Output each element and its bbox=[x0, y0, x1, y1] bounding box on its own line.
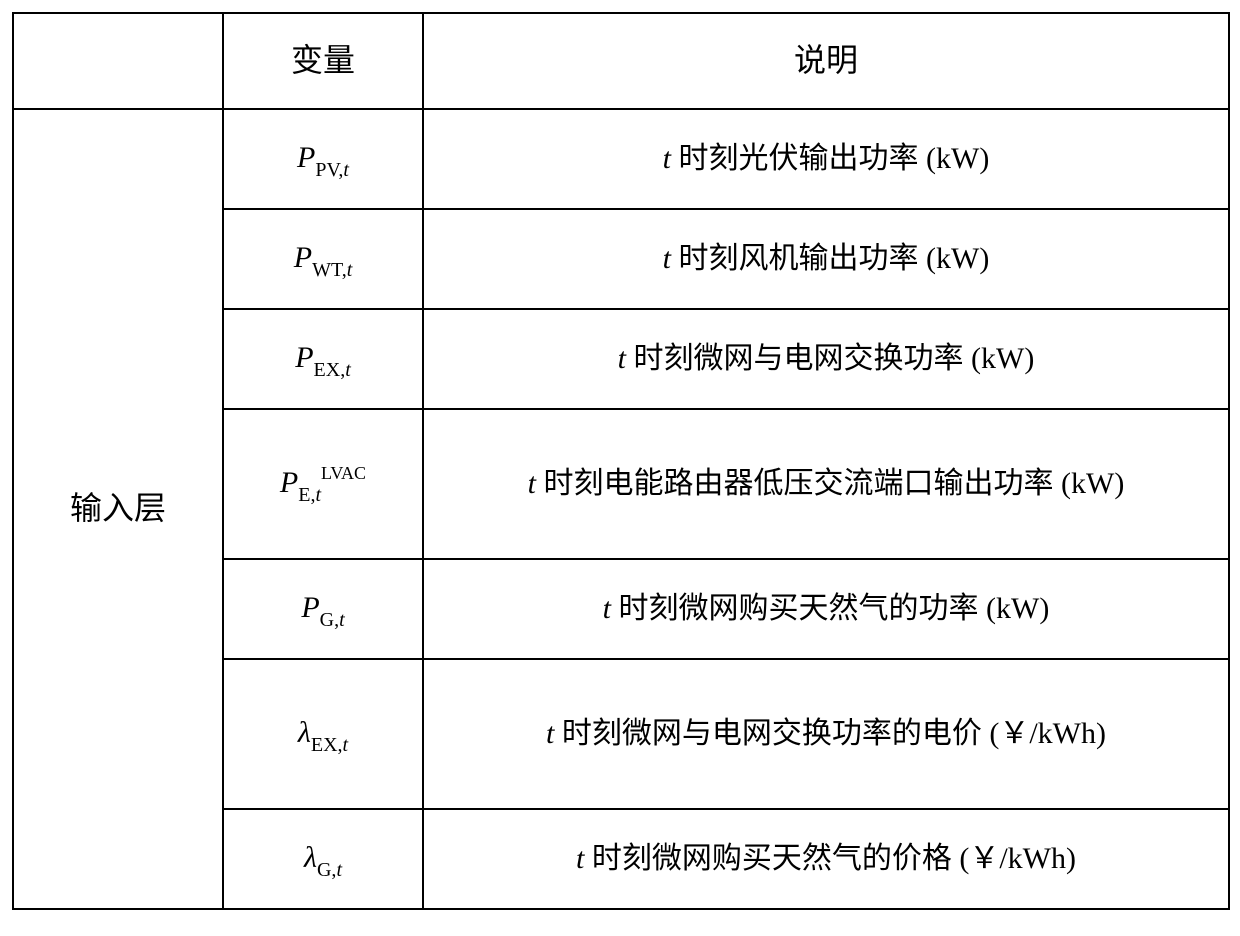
variable-cell: PPV,t bbox=[223, 109, 423, 209]
description-cell: t 时刻微网与电网交换功率的电价 (￥/kWh) bbox=[423, 659, 1229, 809]
description-cell: t 时刻电能路由器低压交流端口输出功率 (kW) bbox=[423, 409, 1229, 559]
formula-ex: PEX,t bbox=[295, 341, 351, 374]
variable-cell: PG,t bbox=[223, 559, 423, 659]
formula-pv: PPV,t bbox=[297, 141, 349, 174]
variable-cell: PEX,t bbox=[223, 309, 423, 409]
formula-lambda-ex: λEX,t bbox=[298, 716, 348, 749]
variable-cell: λG,t bbox=[223, 809, 423, 909]
description-cell: t 时刻微网购买天然气的功率 (kW) bbox=[423, 559, 1229, 659]
description-cell: t 时刻微网购买天然气的价格 (￥/kWh) bbox=[423, 809, 1229, 909]
description-cell: t 时刻光伏输出功率 (kW) bbox=[423, 109, 1229, 209]
table-header-row: 变量 说明 bbox=[13, 13, 1229, 109]
table-row: 输入层 PPV,t t 时刻光伏输出功率 (kW) bbox=[13, 109, 1229, 209]
description-cell: t 时刻风机输出功率 (kW) bbox=[423, 209, 1229, 309]
description-cell: t 时刻微网与电网交换功率 (kW) bbox=[423, 309, 1229, 409]
header-blank bbox=[13, 13, 223, 109]
variable-cell: PE,tLVAC bbox=[223, 409, 423, 559]
formula-e-lvac: PE,tLVAC bbox=[280, 466, 366, 499]
variables-table: 变量 说明 输入层 PPV,t t 时刻光伏输出功率 (kW) PWT,t t … bbox=[12, 12, 1230, 910]
group-label-input-layer: 输入层 bbox=[13, 109, 223, 909]
variable-cell: λEX,t bbox=[223, 659, 423, 809]
formula-lambda-g: λG,t bbox=[304, 841, 342, 874]
formula-g: PG,t bbox=[301, 591, 344, 624]
variable-cell: PWT,t bbox=[223, 209, 423, 309]
header-variable: 变量 bbox=[223, 13, 423, 109]
header-description: 说明 bbox=[423, 13, 1229, 109]
formula-wt: PWT,t bbox=[294, 241, 353, 274]
